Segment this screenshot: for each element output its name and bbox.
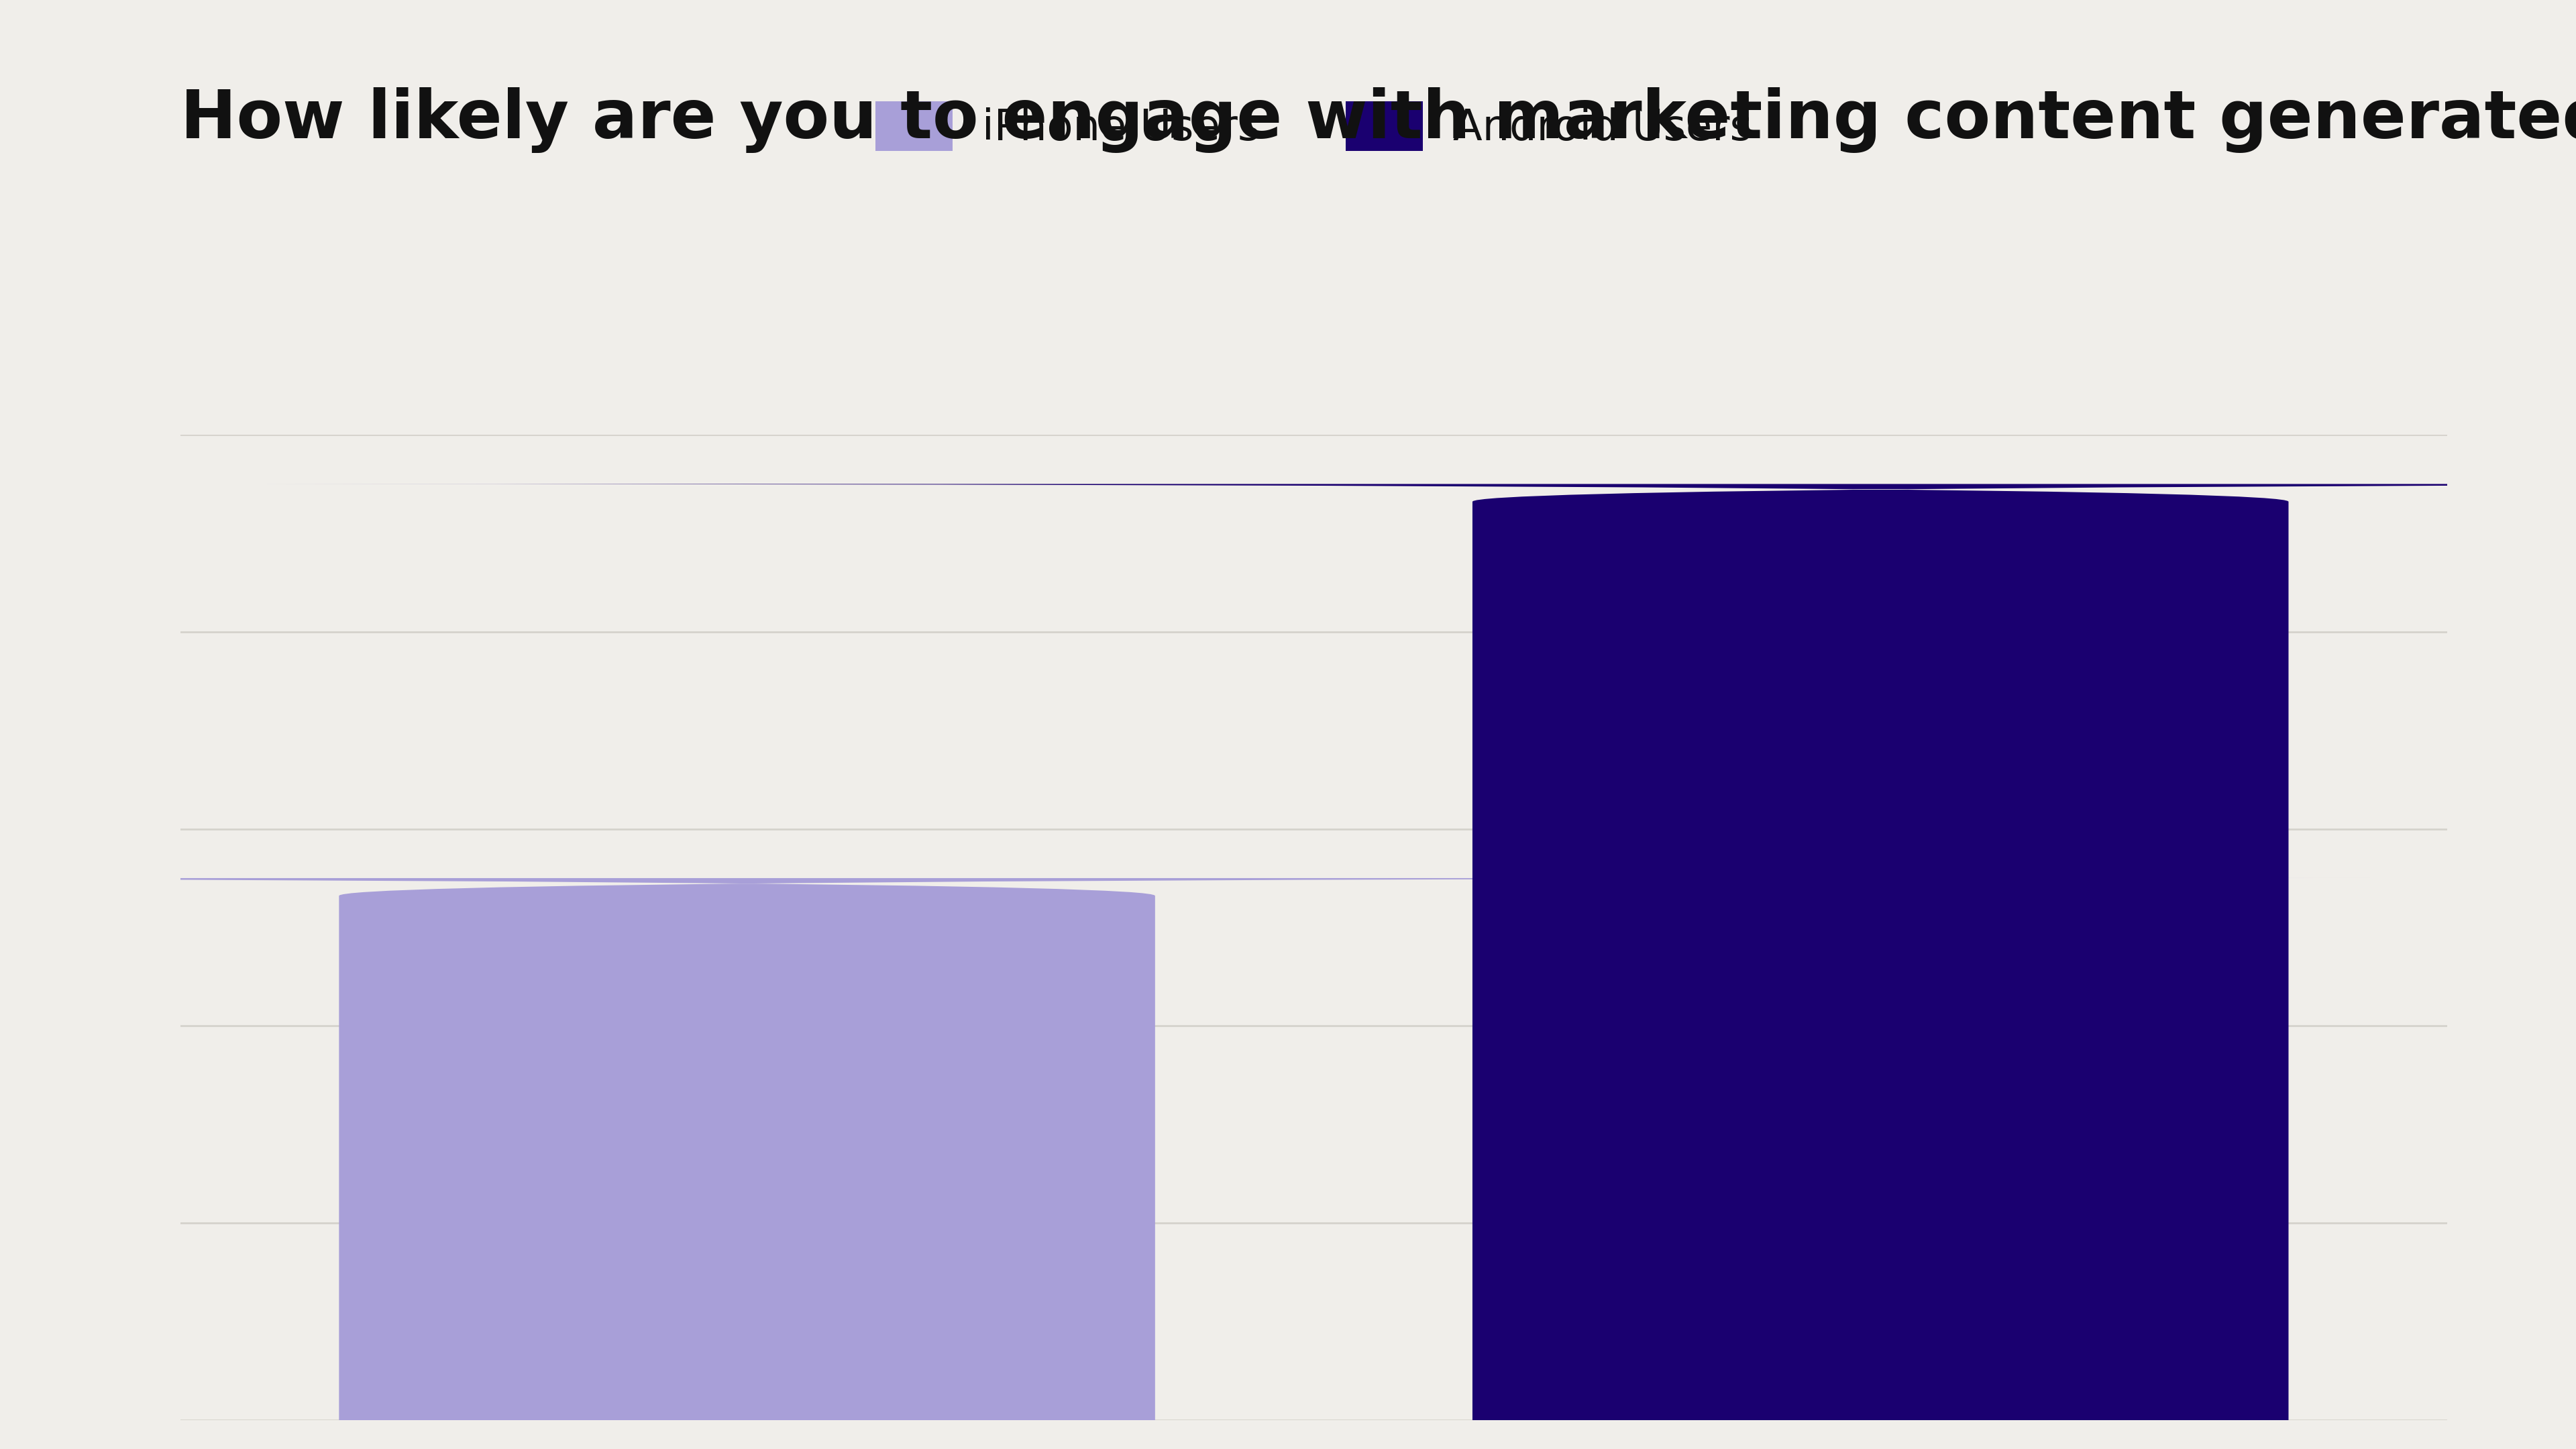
FancyBboxPatch shape xyxy=(0,878,2380,1449)
Text: How likely are you to engage with marketing content generated by AI?: How likely are you to engage with market… xyxy=(180,87,2576,152)
FancyBboxPatch shape xyxy=(247,484,2576,1449)
Legend: iPhone Users, Android Users: iPhone Users, Android Users xyxy=(876,101,1752,151)
